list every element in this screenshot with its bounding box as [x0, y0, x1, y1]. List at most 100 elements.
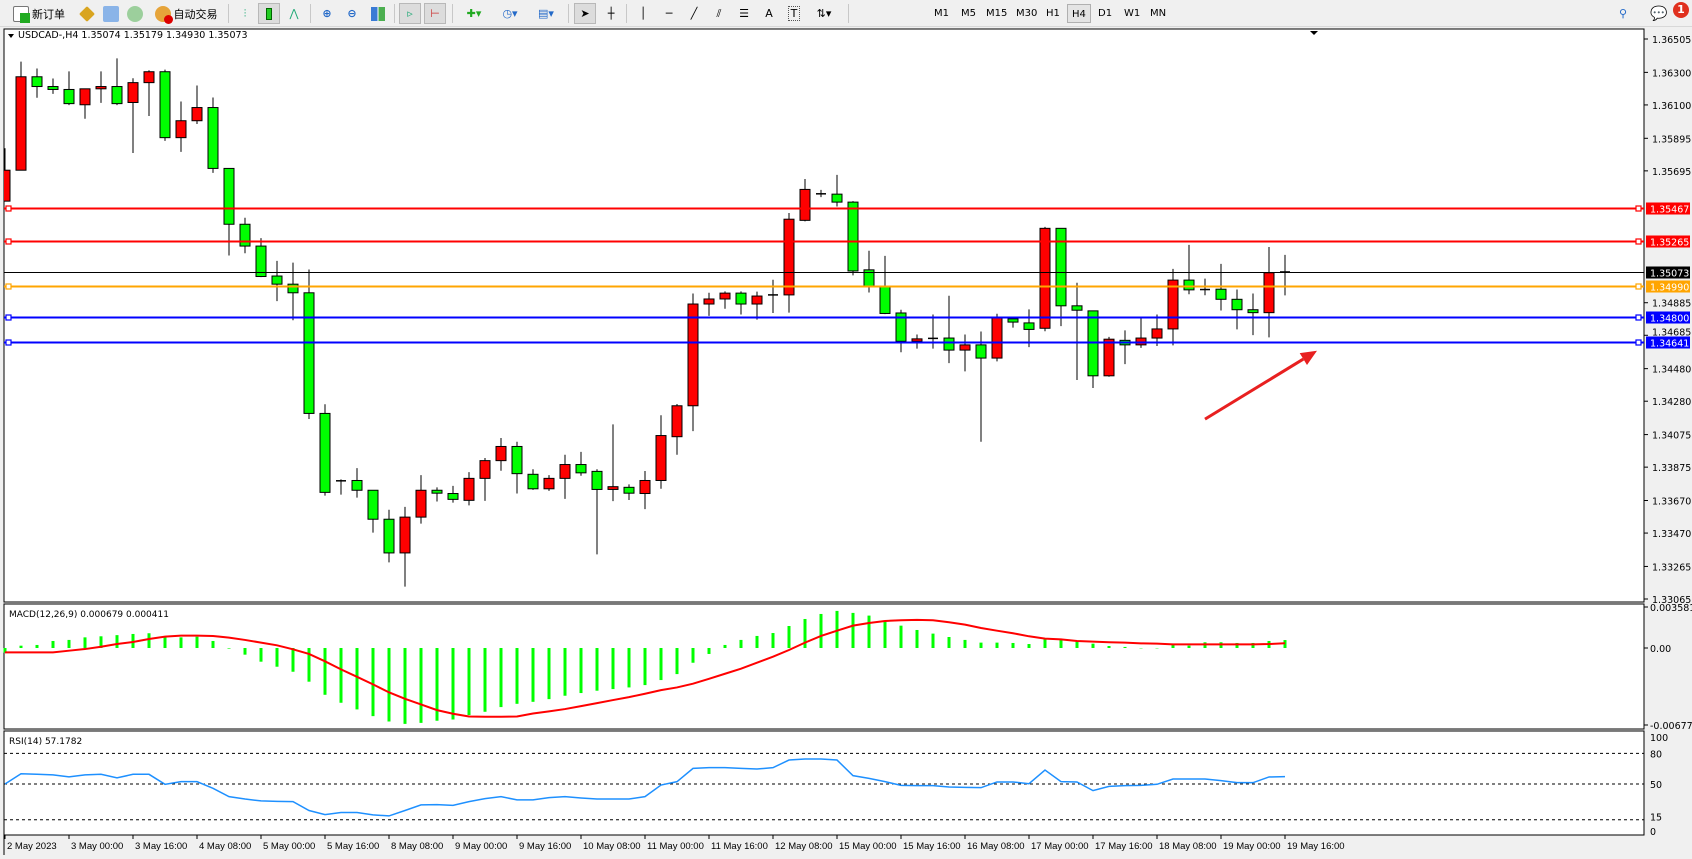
- auto-scroll-icon: ▹: [407, 7, 413, 20]
- timeframe-h4[interactable]: H4: [1067, 4, 1091, 23]
- price-axis-label: 1.33065: [1652, 595, 1691, 606]
- timeframe-m1[interactable]: M1: [934, 8, 949, 19]
- horizontal-line-handle-left[interactable]: [5, 339, 12, 346]
- candle-body: [111, 86, 123, 105]
- timeframe-w1[interactable]: W1: [1124, 8, 1141, 19]
- timeframe-d1[interactable]: D1: [1098, 8, 1113, 19]
- horizontal-line-button[interactable]: ─: [658, 3, 680, 24]
- candle-body: [543, 477, 555, 490]
- candle-body: [1007, 318, 1019, 323]
- time-axis-label: 11 May 00:00: [647, 841, 704, 852]
- horizontal-line-handle-right[interactable]: [1635, 339, 1642, 346]
- tile-windows-icon: [371, 6, 385, 21]
- horizontal-line-handle-left[interactable]: [5, 205, 12, 212]
- horizontal-line-handle-left[interactable]: [5, 238, 12, 245]
- navigator-button[interactable]: [126, 3, 146, 24]
- time-axis-label: 5 May 00:00: [263, 841, 315, 852]
- candle: [975, 331, 987, 442]
- candle: [159, 69, 171, 141]
- candle: [1167, 268, 1179, 346]
- annotation-arrow-head-icon[interactable]: [1299, 350, 1317, 366]
- text-button[interactable]: A: [758, 3, 780, 24]
- candle-body: [1215, 288, 1227, 300]
- candle-body: [143, 71, 155, 84]
- trendline-icon: ╱: [690, 7, 698, 20]
- vertical-line-button[interactable]: │: [632, 3, 654, 24]
- equidistant-channel-button[interactable]: ⫽: [708, 3, 730, 24]
- candle-body: [703, 298, 715, 305]
- macd-axis-label: 0.003581: [1650, 603, 1692, 614]
- horizontal-line-handle-right[interactable]: [1635, 238, 1642, 245]
- price-axis-label: 1.33875: [1652, 463, 1691, 474]
- timeframe-m30[interactable]: M30: [1016, 8, 1038, 19]
- candle-body: [1039, 227, 1051, 329]
- vertical-line-icon: │: [639, 7, 647, 20]
- indicators-button[interactable]: ✚▾: [458, 3, 490, 24]
- chart-shift-marker-icon[interactable]: [1310, 31, 1318, 35]
- search-button[interactable]: ⚲: [1612, 3, 1634, 24]
- tile-windows-button[interactable]: [367, 3, 389, 24]
- candle-body: [975, 344, 987, 359]
- new-order-button[interactable]: 新订单: [6, 3, 72, 24]
- candle-body: [95, 86, 107, 90]
- macd-title: MACD(12,26,9) 0.000679 0.000411: [9, 610, 169, 620]
- candle: [991, 313, 1003, 362]
- separator: [228, 4, 229, 23]
- price-axis-label: 1.36100: [1652, 101, 1691, 112]
- cursor-button[interactable]: ➤: [574, 3, 596, 24]
- auto-trading-button[interactable]: 自动交易: [151, 3, 221, 24]
- chart-shift-icon: ⊢: [430, 7, 440, 20]
- bar-chart-button[interactable]: ⫶: [234, 3, 256, 24]
- chart-window[interactable]: USDCAD-,H4 1.35074 1.35179 1.34930 1.350…: [0, 27, 1692, 859]
- zoom-in-button[interactable]: ⊕: [316, 3, 338, 24]
- notification-button[interactable]: 💬: [1644, 3, 1674, 24]
- horizontal-line-handle-right[interactable]: [1635, 283, 1642, 290]
- templates-button[interactable]: ▤▾: [530, 3, 562, 24]
- candle-body: [447, 493, 459, 500]
- timeframe-m15[interactable]: M15: [986, 8, 1008, 19]
- horizontal-line-handle-left[interactable]: [5, 283, 12, 290]
- candle: [847, 201, 859, 276]
- candle-body: [239, 223, 251, 247]
- arrows-button[interactable]: ⇅▾: [808, 3, 840, 24]
- chart-shift-button[interactable]: ⊢: [424, 3, 446, 24]
- data-window-button[interactable]: [102, 3, 122, 24]
- candle: [1023, 309, 1035, 348]
- price-axis-label: 1.34075: [1652, 431, 1691, 442]
- horizontal-line-handle-right[interactable]: [1635, 205, 1642, 212]
- candle-body: [351, 479, 363, 491]
- horizontal-line-handle-left[interactable]: [5, 314, 12, 321]
- timeframe-m5[interactable]: M5: [961, 8, 976, 19]
- timeframe-h1[interactable]: H1: [1046, 8, 1060, 19]
- time-axis-label: 11 May 16:00: [711, 841, 768, 852]
- horizontal-line-price-label: 1.34641: [1650, 339, 1689, 350]
- zoom-out-button[interactable]: ⊖: [341, 3, 363, 24]
- time-axis-label: 9 May 16:00: [519, 841, 571, 852]
- fibonacci-button[interactable]: ☰: [733, 3, 755, 24]
- timeframe-mn[interactable]: MN: [1150, 8, 1167, 19]
- periods-button[interactable]: ◷▾: [494, 3, 526, 24]
- crosshair-button[interactable]: ┼: [600, 3, 622, 24]
- annotation-arrow-shaft[interactable]: [1204, 357, 1305, 421]
- candle: [175, 101, 187, 152]
- horizontal-line-handle-right[interactable]: [1635, 314, 1642, 321]
- text-label-button[interactable]: T: [783, 3, 805, 24]
- trendline-button[interactable]: ╱: [683, 3, 705, 24]
- horizontal-line-price-label: 1.34800: [1650, 314, 1689, 325]
- candle-body: [479, 460, 491, 479]
- candle-body: [1151, 328, 1163, 339]
- candlestick-button[interactable]: [258, 3, 280, 24]
- candle-body: [1023, 322, 1035, 330]
- line-chart-button[interactable]: ⋀: [283, 3, 305, 24]
- auto-scroll-button[interactable]: ▹: [399, 3, 421, 24]
- candle-body: [319, 412, 331, 493]
- candle-body: [1135, 337, 1147, 346]
- horizontal-line-price-label: 1.35467: [1650, 205, 1689, 216]
- candle: [31, 68, 43, 98]
- market-watch-button[interactable]: [78, 3, 98, 24]
- horizontal-line-price-tag: [1646, 280, 1690, 293]
- chart-menu-triangle-icon[interactable]: [8, 34, 14, 38]
- candle: [1103, 336, 1115, 377]
- candle: [687, 293, 699, 432]
- candle-body: [255, 245, 267, 278]
